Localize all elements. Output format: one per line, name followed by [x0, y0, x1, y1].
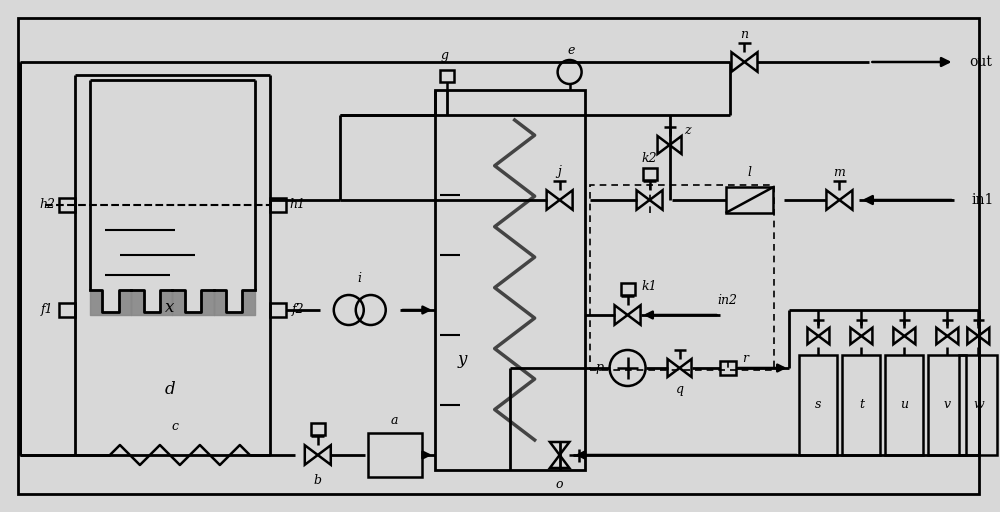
Bar — [59, 303, 75, 317]
Text: t: t — [859, 398, 864, 412]
Bar — [726, 187, 773, 213]
Bar — [720, 361, 736, 375]
Bar — [590, 185, 774, 370]
Text: l: l — [747, 165, 751, 179]
Bar — [959, 355, 997, 455]
Bar — [643, 168, 657, 180]
Text: k1: k1 — [642, 281, 657, 293]
Bar — [270, 198, 286, 212]
Text: v: v — [944, 398, 951, 412]
Text: j: j — [558, 165, 562, 179]
Text: d: d — [165, 381, 175, 398]
Text: f2: f2 — [291, 304, 304, 316]
Text: k2: k2 — [642, 152, 657, 164]
Text: c: c — [171, 420, 178, 434]
Text: u: u — [900, 398, 908, 412]
Bar — [928, 355, 966, 455]
Bar — [440, 70, 454, 82]
Bar — [59, 198, 75, 212]
Bar — [270, 303, 286, 317]
Text: r: r — [742, 352, 748, 365]
Text: p: p — [596, 361, 604, 374]
Bar — [311, 423, 325, 435]
Bar — [368, 433, 422, 477]
Text: n: n — [740, 28, 748, 40]
Text: s: s — [815, 398, 822, 412]
Text: q: q — [676, 383, 684, 396]
Text: h1: h1 — [290, 199, 306, 211]
Text: y: y — [458, 352, 467, 369]
Text: in2: in2 — [718, 293, 738, 307]
Text: x: x — [165, 300, 175, 316]
Text: b: b — [314, 475, 322, 487]
Text: h2: h2 — [39, 199, 55, 211]
Text: in1: in1 — [971, 193, 994, 207]
Bar — [842, 355, 880, 455]
Bar — [885, 355, 923, 455]
Text: w: w — [973, 398, 984, 412]
Bar — [799, 355, 837, 455]
Text: g: g — [441, 50, 449, 62]
Text: f1: f1 — [41, 304, 53, 316]
Text: out: out — [969, 55, 992, 69]
Text: i: i — [358, 271, 362, 285]
Text: z: z — [684, 123, 691, 137]
Text: a: a — [391, 415, 398, 428]
Text: e: e — [568, 44, 575, 56]
Bar — [435, 90, 585, 470]
Bar — [621, 283, 635, 295]
Text: m: m — [833, 165, 845, 179]
Text: o: o — [556, 479, 563, 492]
